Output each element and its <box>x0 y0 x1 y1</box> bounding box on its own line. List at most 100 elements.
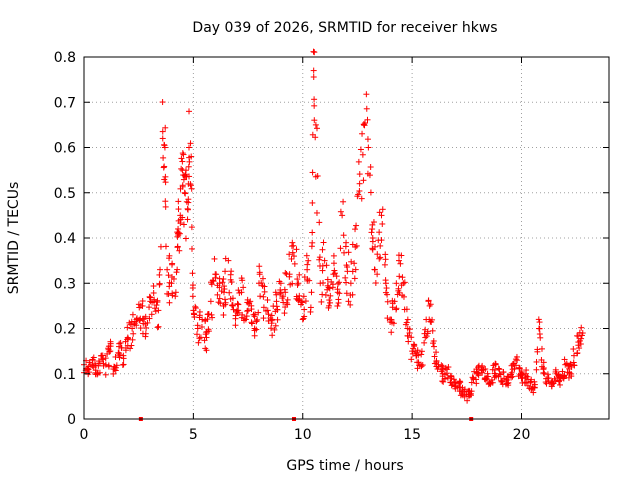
data-point <box>161 163 168 170</box>
data-point <box>258 279 265 286</box>
data-point <box>535 316 542 323</box>
data-point <box>288 243 295 250</box>
data-point <box>110 370 117 377</box>
data-point <box>311 117 318 124</box>
data-point <box>188 245 195 252</box>
data-point <box>388 329 395 336</box>
data-point <box>510 360 517 367</box>
data-point <box>408 356 415 363</box>
data-point <box>319 267 326 274</box>
data-point <box>117 339 124 346</box>
data-point <box>264 296 271 303</box>
data-point <box>104 350 111 357</box>
data-point <box>367 163 374 170</box>
data-point <box>482 366 489 373</box>
y-tick-label: 0 <box>67 412 76 428</box>
data-point <box>379 220 386 227</box>
data-point <box>378 237 385 244</box>
data-point <box>312 121 319 128</box>
data-point <box>265 311 272 318</box>
data-point <box>120 355 127 362</box>
data-point <box>349 291 356 298</box>
data-point <box>286 273 293 280</box>
y-tick-label: 0.1 <box>54 367 76 383</box>
data-point <box>228 279 235 286</box>
data-point <box>245 307 252 314</box>
data-point <box>365 144 372 151</box>
data-point <box>210 278 217 285</box>
data-point <box>531 378 538 385</box>
data-point <box>287 281 294 288</box>
data-point <box>301 306 308 313</box>
data-point <box>530 389 537 396</box>
data-point <box>310 73 317 80</box>
data-point <box>280 299 287 306</box>
data-point <box>504 373 511 380</box>
data-point <box>389 297 396 304</box>
data-point <box>248 306 255 313</box>
data-point <box>146 304 153 311</box>
data-point <box>356 187 363 194</box>
data-point <box>540 369 547 376</box>
data-point <box>340 232 347 239</box>
data-points <box>81 48 586 404</box>
data-point <box>348 258 355 265</box>
data-point <box>327 292 334 299</box>
x-axis: 0 5 10 15 20 <box>80 57 530 443</box>
data-point <box>220 276 227 283</box>
data-point <box>332 270 339 277</box>
data-point <box>376 209 383 216</box>
data-point <box>162 124 169 131</box>
data-point <box>234 309 241 316</box>
data-point <box>323 262 330 269</box>
data-point <box>155 323 162 330</box>
data-point <box>166 299 173 306</box>
data-point <box>561 372 568 379</box>
data-point <box>457 379 464 386</box>
data-point <box>515 373 522 380</box>
data-point <box>154 324 161 331</box>
data-point <box>148 311 155 318</box>
data-point <box>129 325 136 332</box>
data-point <box>431 360 438 367</box>
data-point <box>508 369 515 376</box>
data-point <box>312 134 319 141</box>
data-point <box>326 299 333 306</box>
data-point <box>142 313 149 320</box>
data-point <box>162 203 169 210</box>
data-point <box>433 359 440 366</box>
data-point <box>367 189 374 196</box>
data-point <box>351 275 358 282</box>
data-point <box>508 374 515 381</box>
data-point <box>273 303 280 310</box>
data-point <box>318 298 325 305</box>
data-point <box>448 382 455 389</box>
data-point <box>179 158 186 165</box>
x-axis-label: GPS time / hours <box>286 458 403 474</box>
data-point <box>531 384 538 391</box>
data-point <box>202 345 209 352</box>
data-point <box>341 249 348 256</box>
data-point <box>414 359 421 366</box>
data-point <box>205 326 212 333</box>
data-point <box>274 316 281 323</box>
data-point <box>544 371 551 378</box>
data-point <box>235 287 242 294</box>
data-point <box>410 345 417 352</box>
data-point <box>161 176 168 183</box>
data-point <box>534 346 541 353</box>
data-point <box>162 173 169 180</box>
data-point <box>435 363 442 370</box>
data-point <box>389 304 396 311</box>
data-point <box>445 364 452 371</box>
data-point <box>281 286 288 293</box>
data-point <box>276 278 283 285</box>
data-point <box>567 360 574 367</box>
data-point <box>157 266 164 273</box>
plot-frame <box>83 56 610 420</box>
data-point <box>334 280 341 287</box>
data-point <box>383 285 390 292</box>
data-point <box>503 377 510 384</box>
data-point <box>414 347 421 354</box>
